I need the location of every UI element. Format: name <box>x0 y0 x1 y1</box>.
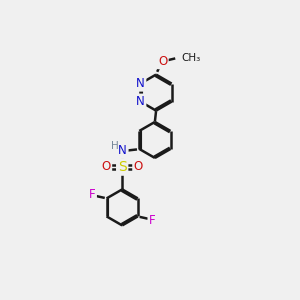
Text: O: O <box>158 55 167 68</box>
Text: N: N <box>136 95 145 108</box>
Text: H: H <box>111 141 119 151</box>
Text: N: N <box>136 77 145 90</box>
Text: F: F <box>89 188 95 201</box>
Text: O: O <box>134 160 143 173</box>
Text: O: O <box>101 160 111 173</box>
Text: S: S <box>118 160 127 174</box>
Text: F: F <box>149 214 156 226</box>
Text: CH₃: CH₃ <box>181 53 200 63</box>
Text: N: N <box>118 144 127 157</box>
